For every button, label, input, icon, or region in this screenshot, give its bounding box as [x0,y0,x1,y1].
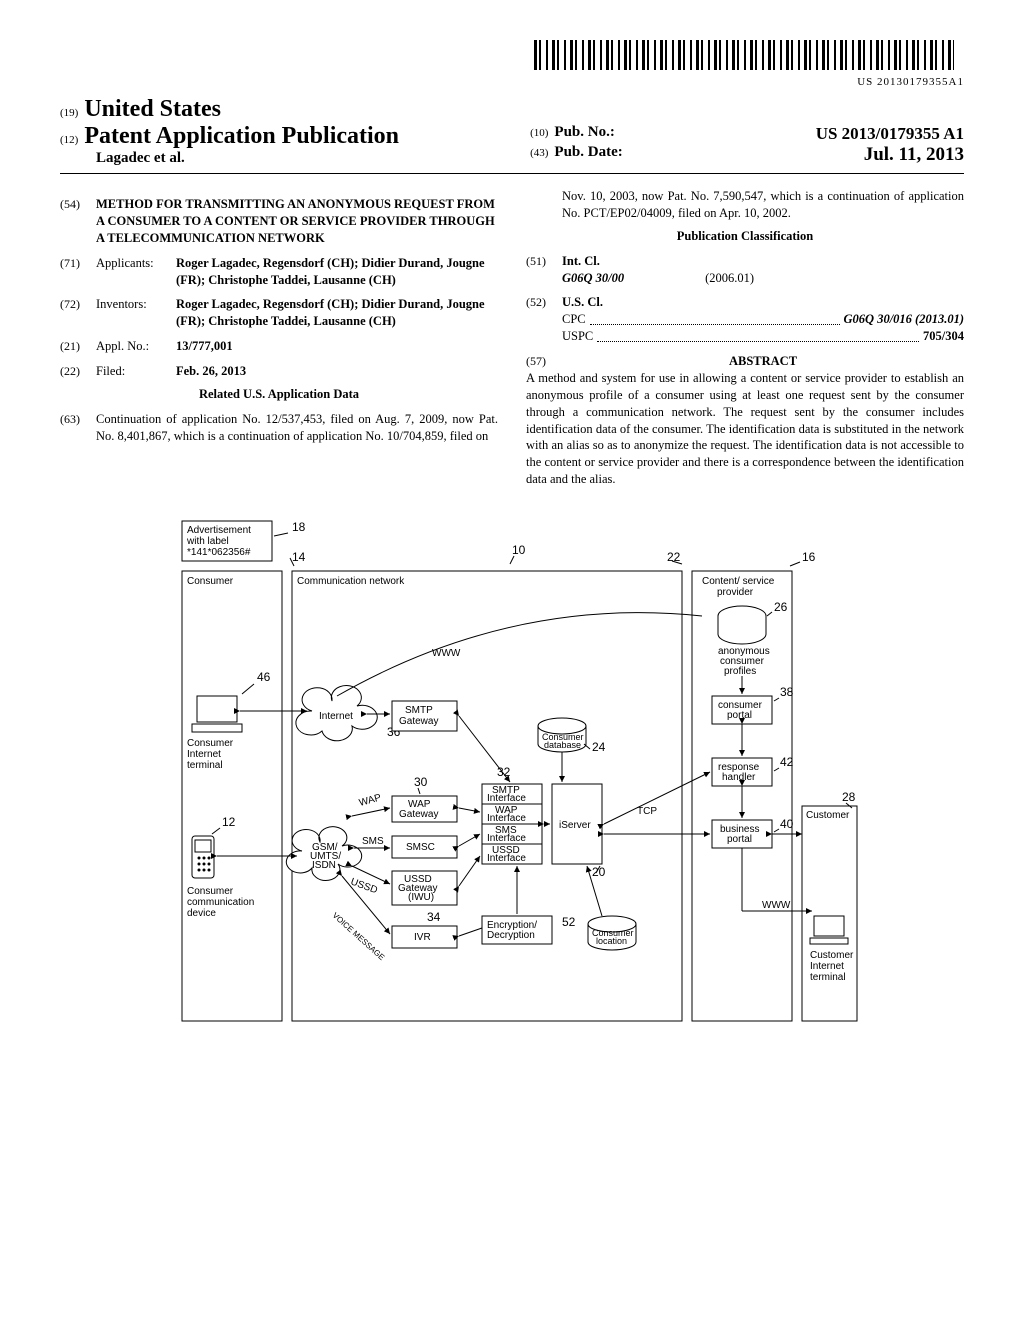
n21: (21) [60,338,96,355]
inventors: Roger Lagadec, Regensdorf (CH); Didier D… [176,296,498,330]
n71: (71) [60,255,96,289]
svg-text:30: 30 [414,775,428,789]
lbl-filed: Filed: [96,363,176,380]
left-column: (54) METHOD FOR TRANSMITTING AN ANONYMOU… [60,188,498,488]
svg-text:46: 46 [257,670,271,684]
n54: (54) [60,196,96,247]
system-diagram: text { font-family: Arial, sans-serif; f… [162,516,862,1036]
svg-text:42: 42 [780,755,794,769]
lbl-intcl: Int. Cl. [562,254,600,268]
lbl-applno: Appl. No.: [96,338,176,355]
svg-text:responsehandler: responsehandler [718,762,760,783]
classification-hdr: Publication Classification [526,228,964,245]
uspc-lbl: USPC [562,328,593,345]
svg-text:26: 26 [774,600,788,614]
svg-text:28: 28 [842,790,856,804]
lbl-uscl: U.S. Cl. [562,295,603,309]
svg-text:WWW: WWW [762,900,791,911]
svg-text:12: 12 [222,815,236,829]
n22: (22) [60,363,96,380]
svg-text:40: 40 [780,817,794,831]
svg-text:Encryption/Decryption: Encryption/Decryption [487,920,537,941]
uspc-val: 705/304 [923,328,964,345]
intcl-year: (2006.01) [705,271,754,285]
pubno-value: US 2013/0179355 A1 [816,124,964,144]
prefix-43: (43) [530,147,548,159]
prefix-10: (10) [530,127,548,139]
barcode-graphic [534,40,954,70]
n72: (72) [60,296,96,330]
n57: (57) [526,353,562,370]
cpc-lbl: CPC [562,311,586,328]
svg-text:SMSC: SMSC [406,842,435,853]
intcl-code: G06Q 30/00 [562,271,624,285]
invention-title: METHOD FOR TRANSMITTING AN ANONYMOUS REQ… [96,196,498,247]
n52: (52) [526,294,562,345]
header-block: (19) United States (12) Patent Application… [60,96,964,174]
applicants: Roger Lagadec, Regensdorf (CH); Didier D… [176,255,498,289]
svg-text:SMS: SMS [362,836,384,847]
svg-text:iServer: iServer [559,820,591,831]
abstract-hdr: ABSTRACT [729,354,797,368]
lbl-applicants: Applicants: [96,255,176,289]
svg-text:24: 24 [592,740,606,754]
figure-1: text { font-family: Arial, sans-serif; f… [60,516,964,1036]
pubno-label: Pub. No.: [554,124,614,140]
svg-text:16: 16 [802,550,816,564]
country: United States [84,96,221,122]
barcode-text: US 20130179355A1 [60,76,964,88]
prefix-12: (12) [60,134,78,146]
related-hdr: Related U.S. Application Data [60,386,498,403]
svg-text:Consumer: Consumer [187,576,234,587]
related-text: Continuation of application No. 12/537,4… [96,411,498,445]
svg-text:IVR: IVR [414,932,431,943]
n51: (51) [526,253,562,287]
svg-text:18: 18 [292,520,306,534]
appl-no: 13/777,001 [176,338,498,355]
cpc-val: G06Q 30/016 (2013.01) [844,312,964,326]
svg-text:Internet: Internet [319,711,353,722]
svg-text:Customer: Customer [806,810,850,821]
svg-text:TCP: TCP [637,806,657,817]
right-column: Nov. 10, 2003, now Pat. No. 7,590,547, w… [526,188,964,488]
svg-text:10: 10 [512,543,526,557]
pubdate-value: Jul. 11, 2013 [864,144,964,166]
abstract-text: A method and system for use in allowing … [526,370,964,488]
authors-line: Lagadec et al. [96,150,494,167]
svg-text:Communication network: Communication network [297,576,405,587]
doc-type: Patent Application Publication [84,123,399,149]
lbl-inventors: Inventors: [96,296,176,330]
svg-text:38: 38 [780,685,794,699]
prefix-19: (19) [60,107,78,119]
cont-text: Nov. 10, 2003, now Pat. No. 7,590,547, w… [562,188,964,222]
pubdate-label: Pub. Date: [554,144,622,160]
barcode-area: US 20130179355A1 [60,40,964,88]
svg-text:34: 34 [427,910,441,924]
biblio-columns: (54) METHOD FOR TRANSMITTING AN ANONYMOU… [60,188,964,488]
n63: (63) [60,411,96,445]
svg-text:52: 52 [562,915,576,929]
svg-text:WWW: WWW [432,648,461,659]
svg-text:Consumerdatabase: Consumerdatabase [542,732,584,750]
svg-text:SMTPGateway: SMTPGateway [399,705,438,727]
filed: Feb. 26, 2013 [176,363,498,380]
svg-text:14: 14 [292,550,306,564]
